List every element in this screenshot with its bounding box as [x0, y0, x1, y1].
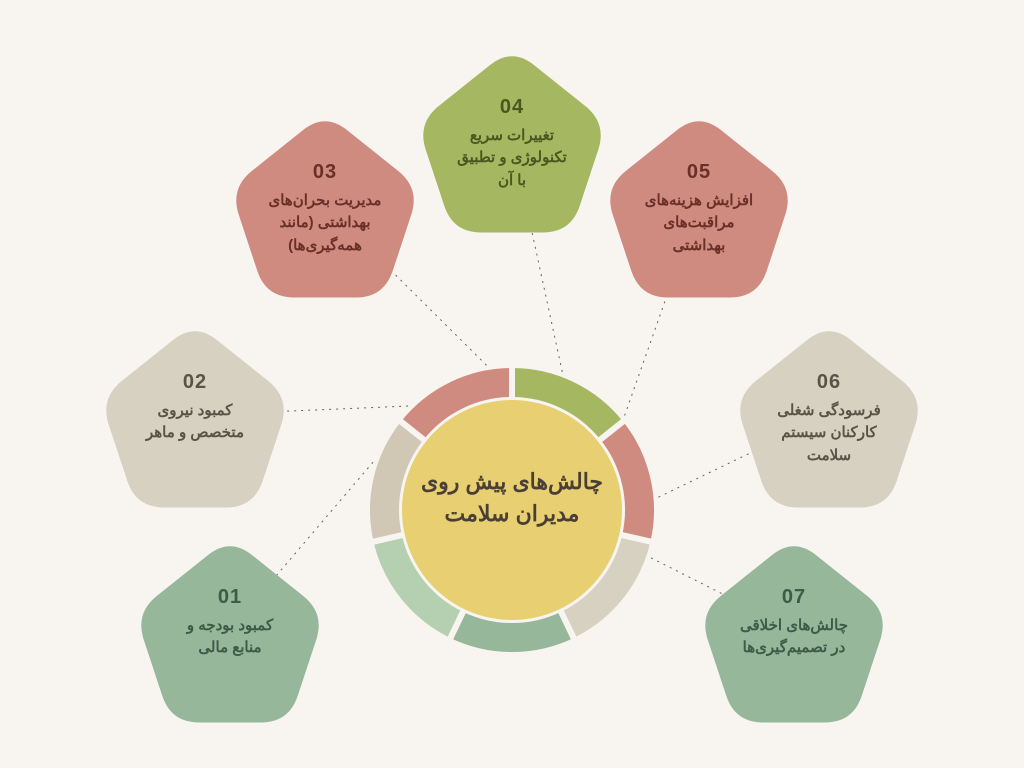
pentagon-node: [236, 121, 413, 297]
diagram-svg: [0, 0, 1024, 768]
pentagon-node: [610, 121, 787, 297]
pentagon-node: [423, 56, 600, 232]
center-title: چالش‌های پیش روی مدیران سلامت: [412, 466, 612, 530]
pentagon-node: [106, 331, 283, 507]
pentagon-node: [740, 331, 917, 507]
pentagon-node: [705, 546, 882, 722]
diagram-stage: چالش‌های پیش روی مدیران سلامت 01کمبود بو…: [0, 0, 1024, 768]
pentagon-node: [141, 546, 318, 722]
